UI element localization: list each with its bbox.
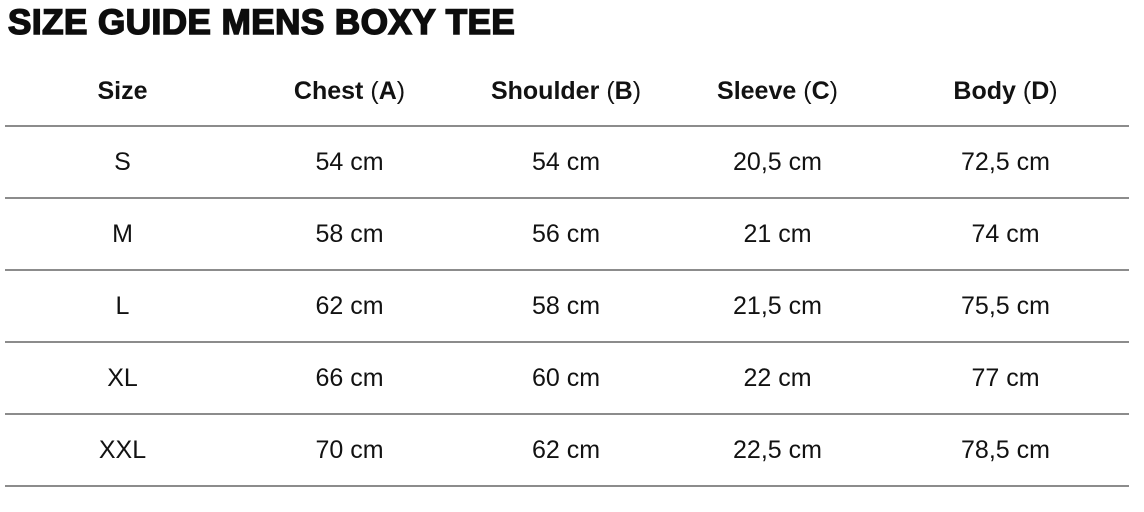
cell-chest: 58 cm: [240, 198, 459, 271]
cell-sleeve: 22 cm: [673, 342, 882, 415]
cell-body: 72,5 cm: [882, 126, 1129, 199]
cell-chest: 70 cm: [240, 414, 459, 487]
table-row-l: L 62 cm 58 cm 21,5 cm 75,5 cm: [5, 270, 1129, 343]
cell-shoulder: 58 cm: [459, 270, 673, 343]
cell-size: S: [5, 126, 240, 199]
cell-size: XL: [5, 342, 240, 415]
column-header-label: Size: [97, 77, 148, 105]
table-row-m: M 58 cm 56 cm 21 cm 74 cm: [5, 198, 1129, 271]
column-header-code: (A): [370, 77, 406, 105]
column-header-chest: Chest (A): [240, 0, 459, 127]
cell-shoulder: 60 cm: [459, 342, 673, 415]
column-header-label: Shoulder: [490, 77, 600, 105]
cell-size: M: [5, 198, 240, 271]
cell-body: 74 cm: [882, 198, 1129, 271]
column-header-label: Sleeve: [717, 77, 797, 105]
column-header-label: Body: [953, 77, 1016, 105]
table-row-s: S 54 cm 54 cm 20,5 cm 72,5 cm: [5, 126, 1129, 199]
cell-body: 77 cm: [882, 342, 1129, 415]
cell-sleeve: 20,5 cm: [673, 126, 882, 199]
column-header-shoulder: Shoulder (B): [459, 0, 673, 127]
header-row: Size Chest (A) Shoulder (B) Sleeve (C) Body…: [5, 0, 1129, 127]
cell-chest: 66 cm: [240, 342, 459, 415]
cell-sleeve: 21 cm: [673, 198, 882, 271]
cell-shoulder: 54 cm: [459, 126, 673, 199]
cell-sleeve: 22,5 cm: [673, 414, 882, 487]
column-header-code: (C): [803, 77, 838, 105]
cell-shoulder: 62 cm: [459, 414, 673, 487]
column-header-size: Size: [5, 0, 240, 127]
cell-shoulder: 56 cm: [459, 198, 673, 271]
table-row-xxl: XXL 70 cm 62 cm 22,5 cm 78,5 cm: [5, 414, 1129, 487]
cell-chest: 54 cm: [240, 126, 459, 199]
column-header-code: (B): [606, 77, 642, 105]
column-header-label: Chest: [293, 77, 364, 105]
cell-sleeve: 21,5 cm: [673, 270, 882, 343]
cell-chest: 62 cm: [240, 270, 459, 343]
column-header-sleeve: Sleeve (C): [673, 0, 882, 127]
cell-size: L: [5, 270, 240, 343]
cell-body: 75,5 cm: [882, 270, 1129, 343]
table-row-xl: XL 66 cm 60 cm 22 cm 77 cm: [5, 342, 1129, 415]
cell-body: 78,5 cm: [882, 414, 1129, 487]
cell-size: XXL: [5, 414, 240, 487]
size-guide-table: Size Chest (A) Shoulder (B) Sleeve (C) Body…: [5, 0, 1129, 487]
column-header-code: (D): [1022, 77, 1058, 105]
column-header-body: Body (D): [882, 0, 1129, 127]
